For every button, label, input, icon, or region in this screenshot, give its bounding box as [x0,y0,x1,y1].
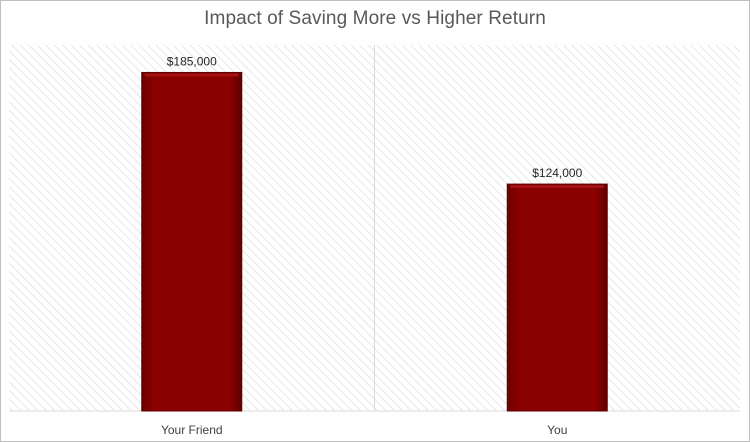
x-tick-label-1: You [547,423,567,437]
bar-highlight-0 [144,73,239,77]
data-label-0: $185,000 [167,54,217,68]
data-label-1: $124,000 [532,166,582,180]
bar-highlight-1 [510,185,605,189]
x-tick-label-0: Your Friend [161,423,223,437]
bar-0 [141,71,243,412]
chart-title: Impact of Saving More vs Higher Return [204,8,546,29]
bar-1 [506,183,608,412]
